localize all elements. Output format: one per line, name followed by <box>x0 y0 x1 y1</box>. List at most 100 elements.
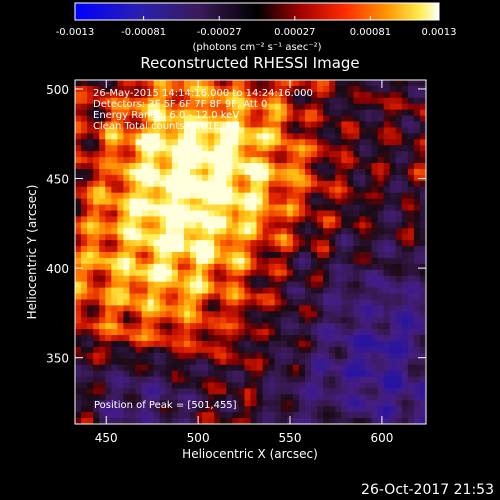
heatmap-cell <box>220 127 227 134</box>
heatmap-cell <box>395 234 403 241</box>
heatmap-cell <box>232 210 239 218</box>
heatmap-cell <box>353 180 361 188</box>
heatmap-cell <box>153 85 161 93</box>
heatmap-cell <box>413 121 421 129</box>
render-date: 26-Oct-2017 21:53 <box>361 482 494 498</box>
heatmap-cell <box>268 382 276 390</box>
heatmap-cell <box>111 163 118 170</box>
heatmap-cell <box>250 305 258 312</box>
heatmap-cell <box>377 216 385 223</box>
heatmap-cell <box>268 198 276 206</box>
heatmap-cell <box>93 192 100 200</box>
heatmap-cell <box>311 246 318 253</box>
heatmap-cell <box>250 382 258 390</box>
heatmap-cell <box>304 370 312 378</box>
heatmap-cell <box>93 115 100 123</box>
heatmap-cell <box>365 352 373 360</box>
heatmap-cell <box>377 210 385 218</box>
heatmap-cell <box>171 115 179 123</box>
heatmap-cell <box>298 145 306 152</box>
heatmap-cell <box>335 168 342 176</box>
heatmap-cell <box>401 234 409 241</box>
heatmap-cell <box>232 340 239 348</box>
heatmap-cell <box>304 85 312 93</box>
heatmap-cell <box>208 269 215 277</box>
heatmap-cell <box>111 252 118 259</box>
heatmap-cell <box>383 228 391 235</box>
heatmap-cell <box>214 240 221 247</box>
heatmap-cell <box>129 305 137 312</box>
heatmap-cell <box>87 168 94 176</box>
heatmap-cell <box>208 370 215 378</box>
heatmap-cell <box>359 246 367 253</box>
heatmap-cell <box>117 329 125 336</box>
heatmap-cell <box>311 157 318 164</box>
heatmap-cell <box>389 186 397 194</box>
heatmap-cell <box>238 388 246 395</box>
heatmap-cell <box>383 281 391 289</box>
heatmap-cell <box>292 317 300 324</box>
heatmap-cell <box>365 228 373 235</box>
heatmap-cell <box>153 352 161 360</box>
heatmap-cell <box>383 157 391 164</box>
heatmap-cell <box>347 400 354 407</box>
heatmap-cell <box>395 103 403 111</box>
heatmap-cell <box>262 234 270 241</box>
heatmap-cell <box>141 346 149 354</box>
heatmap-cell <box>353 133 361 140</box>
heatmap-cell <box>304 335 312 342</box>
heatmap-cell <box>111 234 118 241</box>
heatmap-cell <box>274 97 282 105</box>
heatmap-cell <box>81 91 88 99</box>
heatmap-cell <box>81 346 88 354</box>
heatmap-cell <box>341 168 348 176</box>
heatmap-cell <box>407 317 415 324</box>
heatmap-cell <box>298 91 306 99</box>
heatmap-cell <box>141 80 149 87</box>
heatmap-cell <box>244 352 252 360</box>
heatmap-cell <box>292 234 300 241</box>
heatmap-cell <box>317 263 324 271</box>
heatmap-cell <box>365 186 373 194</box>
heatmap-cell <box>87 400 94 407</box>
heatmap-cell <box>171 412 179 419</box>
heatmap-cell <box>401 418 409 424</box>
heatmap-cell <box>383 364 391 372</box>
heatmap-cell <box>286 263 294 271</box>
heatmap-cell <box>323 335 330 342</box>
heatmap-cell <box>371 163 379 170</box>
heatmap-cell <box>407 406 415 413</box>
heatmap-cell <box>226 186 233 194</box>
heatmap-cell <box>329 364 336 372</box>
heatmap-cell <box>335 103 342 111</box>
heatmap-cell <box>202 168 209 176</box>
heatmap-cell <box>304 198 312 206</box>
heatmap-cell <box>153 317 161 324</box>
heatmap-cell <box>359 400 367 407</box>
heatmap-cell <box>329 418 336 424</box>
heatmap-cell <box>298 186 306 194</box>
heatmap-cell <box>256 186 264 194</box>
heatmap-cell <box>244 335 252 342</box>
heatmap-cell <box>413 192 421 200</box>
heatmap-cell <box>262 91 270 99</box>
heatmap-cell <box>256 210 264 218</box>
heatmap-cell <box>365 168 373 176</box>
heatmap-cell <box>298 97 306 105</box>
heatmap-cell <box>353 163 361 170</box>
heatmap-cell <box>87 121 94 129</box>
heatmap-cell <box>196 240 203 247</box>
heatmap-cell <box>196 97 203 105</box>
heatmap-cell <box>280 139 288 146</box>
heatmap-cell <box>365 293 373 301</box>
heatmap-cell <box>81 216 88 223</box>
heatmap-cell <box>183 127 191 134</box>
heatmap-cell <box>87 263 94 271</box>
heatmap-cell <box>395 240 403 247</box>
heatmap-cell <box>311 180 318 188</box>
heatmap-cell <box>147 340 155 348</box>
heatmap-cell <box>99 174 106 182</box>
heatmap-cell <box>311 263 318 271</box>
heatmap-cell <box>286 352 294 360</box>
heatmap-cell <box>171 388 179 395</box>
